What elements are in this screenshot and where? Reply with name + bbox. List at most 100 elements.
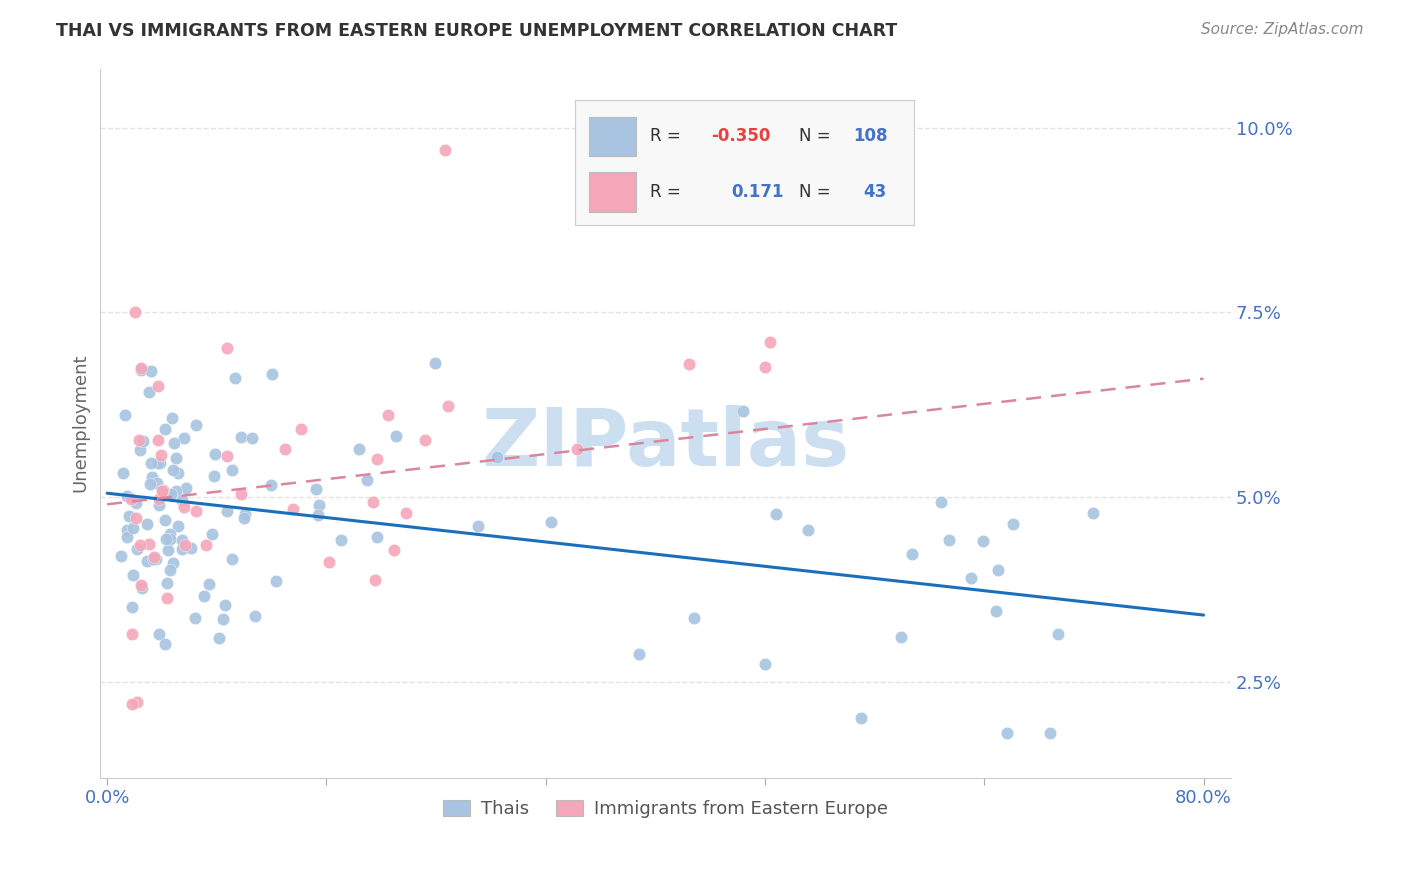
Point xyxy=(138,385,160,400)
Point xyxy=(150,448,173,462)
Point xyxy=(139,476,162,491)
Point xyxy=(628,647,651,661)
Point xyxy=(221,551,243,566)
Point xyxy=(162,463,184,477)
Point xyxy=(165,450,187,465)
Point xyxy=(901,547,924,561)
Point xyxy=(121,599,143,614)
Point xyxy=(170,542,193,557)
Point xyxy=(929,495,952,509)
Point xyxy=(330,533,353,548)
Point xyxy=(366,452,388,467)
Point xyxy=(128,442,150,457)
Point xyxy=(173,500,195,515)
Point xyxy=(143,550,166,565)
Point xyxy=(731,404,754,418)
Point xyxy=(153,422,176,436)
Point xyxy=(114,408,136,422)
Point xyxy=(193,589,215,603)
Point xyxy=(202,469,225,483)
Point xyxy=(174,482,197,496)
Point xyxy=(678,357,700,371)
Point xyxy=(148,627,170,641)
Point xyxy=(159,532,181,546)
Point xyxy=(125,510,148,524)
Point xyxy=(155,532,177,546)
Point xyxy=(318,556,340,570)
Point xyxy=(160,487,183,501)
Point xyxy=(167,467,190,481)
Point xyxy=(149,456,172,470)
Point xyxy=(486,450,509,464)
Point xyxy=(141,364,163,378)
Point xyxy=(540,516,562,530)
Point xyxy=(121,627,143,641)
Point xyxy=(972,534,994,549)
Point xyxy=(890,630,912,644)
Point xyxy=(141,470,163,484)
Point xyxy=(111,466,134,480)
Point xyxy=(437,399,460,413)
Point xyxy=(170,533,193,547)
Point xyxy=(129,363,152,377)
Point xyxy=(121,697,143,711)
Point xyxy=(122,568,145,582)
Text: Source: ZipAtlas.com: Source: ZipAtlas.com xyxy=(1201,22,1364,37)
Point xyxy=(221,463,243,477)
Point xyxy=(274,442,297,457)
Point xyxy=(208,631,231,645)
Point xyxy=(231,430,253,444)
Point xyxy=(124,304,146,318)
Point xyxy=(165,484,187,499)
Point xyxy=(115,523,138,537)
Point xyxy=(759,334,782,349)
Point xyxy=(215,449,238,463)
Point xyxy=(145,551,167,566)
Point xyxy=(145,476,167,491)
Point xyxy=(163,436,186,450)
Point xyxy=(259,477,281,491)
Point xyxy=(136,517,159,532)
Point xyxy=(148,456,170,470)
Text: THAI VS IMMIGRANTS FROM EASTERN EUROPE UNEMPLOYMENT CORRELATION CHART: THAI VS IMMIGRANTS FROM EASTERN EUROPE U… xyxy=(56,22,897,40)
Point xyxy=(366,531,388,545)
Point xyxy=(1046,627,1069,641)
Point xyxy=(938,533,960,547)
Point xyxy=(290,422,312,436)
Point xyxy=(217,341,239,355)
Point xyxy=(141,456,163,470)
Point xyxy=(995,726,1018,740)
Point xyxy=(152,483,174,497)
Point xyxy=(960,571,983,585)
Point xyxy=(467,518,489,533)
Point xyxy=(356,473,378,487)
Point xyxy=(135,554,157,568)
Point xyxy=(129,361,152,376)
Point xyxy=(683,611,706,625)
Point xyxy=(180,541,202,555)
Point xyxy=(1001,517,1024,532)
Point xyxy=(765,507,787,521)
Point xyxy=(395,506,418,520)
Point xyxy=(156,591,179,606)
Point xyxy=(131,578,153,592)
Point xyxy=(984,604,1007,618)
Point xyxy=(204,447,226,461)
Point xyxy=(142,551,165,566)
Point xyxy=(198,577,221,591)
Point xyxy=(194,537,217,551)
Point xyxy=(184,611,207,625)
Point xyxy=(160,411,183,425)
Point xyxy=(153,513,176,527)
Point xyxy=(186,504,208,518)
Point xyxy=(148,498,170,512)
Point xyxy=(1083,506,1105,520)
Point xyxy=(305,482,328,496)
Point xyxy=(150,483,173,498)
Point xyxy=(1039,726,1062,740)
Point xyxy=(128,434,150,448)
Point xyxy=(262,367,284,381)
Point xyxy=(413,434,436,448)
Point xyxy=(235,507,257,521)
Point xyxy=(173,431,195,445)
